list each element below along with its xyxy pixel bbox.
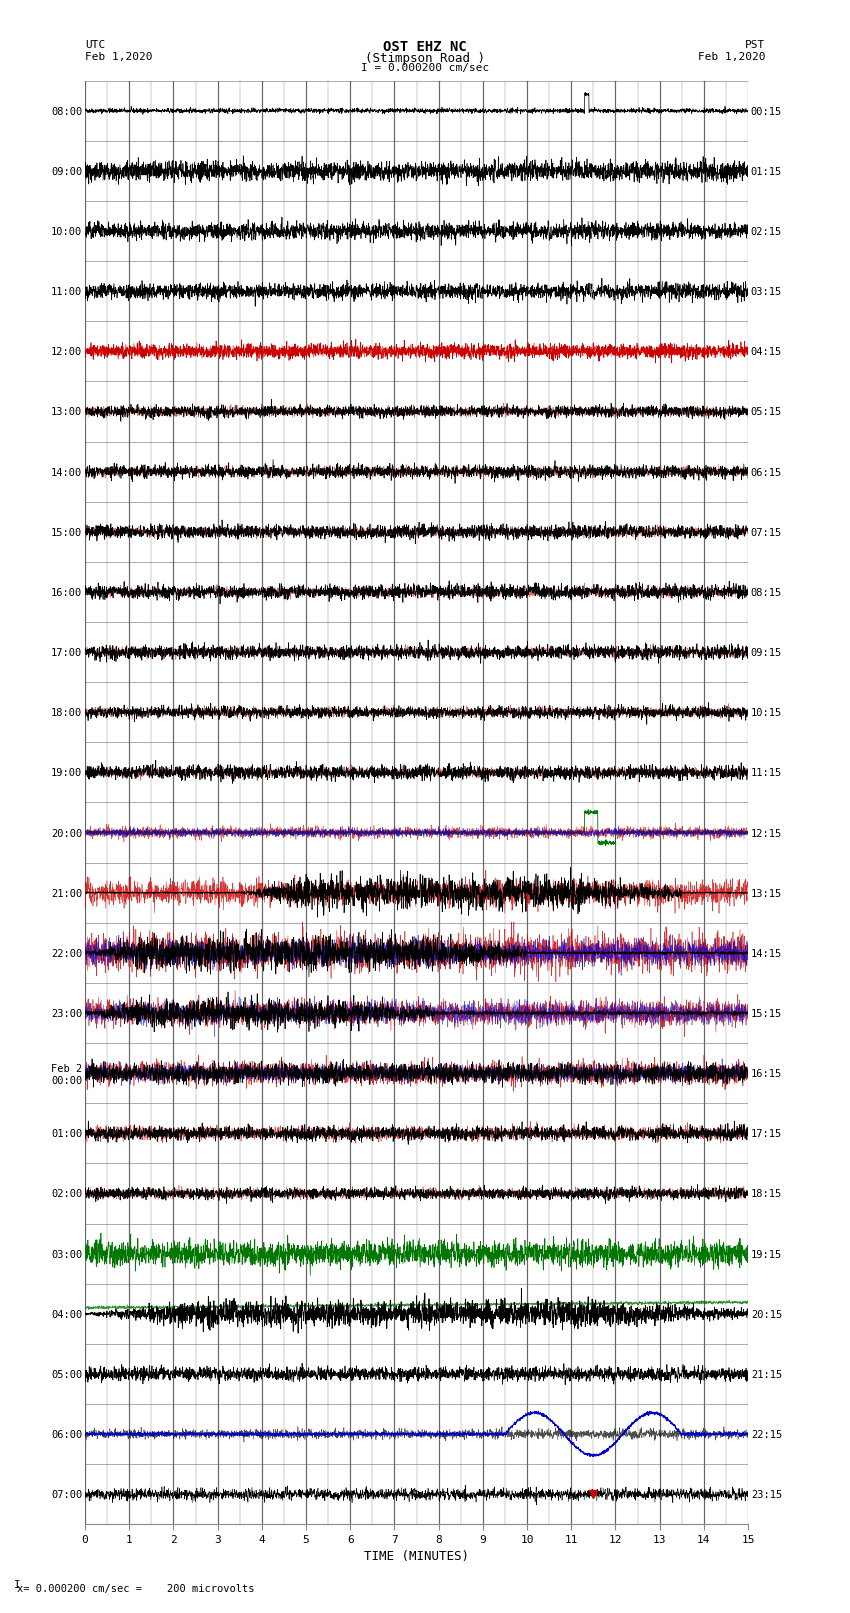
Text: I = 0.000200 cm/sec: I = 0.000200 cm/sec (361, 63, 489, 73)
Text: PST: PST (745, 40, 765, 50)
Text: OST EHZ NC: OST EHZ NC (383, 40, 467, 55)
Text: (Stimpson Road ): (Stimpson Road ) (365, 52, 485, 65)
Text: Feb 1,2020: Feb 1,2020 (85, 52, 152, 61)
Text: UTC: UTC (85, 40, 105, 50)
X-axis label: TIME (MINUTES): TIME (MINUTES) (364, 1550, 469, 1563)
Text: Feb 1,2020: Feb 1,2020 (698, 52, 765, 61)
Text: I: I (14, 1581, 21, 1590)
Text: x= 0.000200 cm/sec =    200 microvolts: x= 0.000200 cm/sec = 200 microvolts (17, 1584, 254, 1594)
